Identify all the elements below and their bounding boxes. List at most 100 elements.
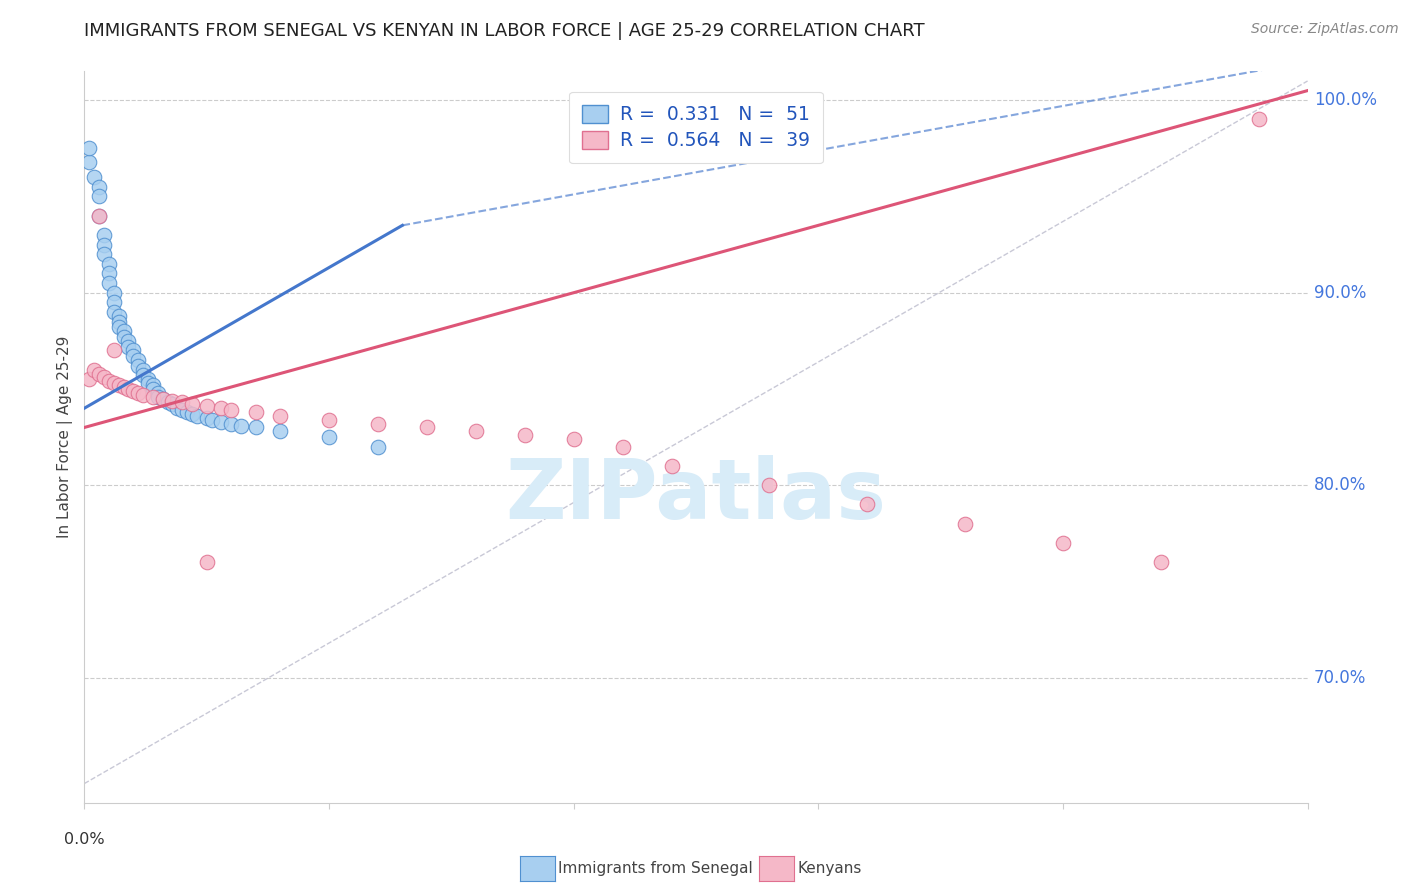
Point: [1150, 555, 1173, 569]
Point: [152, 392, 174, 406]
Point: [122, 343, 145, 358]
Point: [87, 209, 110, 223]
Point: [132, 362, 155, 376]
Point: [245, 420, 267, 434]
Point: [122, 384, 145, 398]
Point: [758, 478, 780, 492]
Point: [612, 440, 634, 454]
Text: 0.0%: 0.0%: [65, 832, 104, 847]
Point: [181, 407, 204, 421]
Point: [195, 399, 218, 413]
Point: [562, 432, 585, 446]
Point: [172, 395, 194, 409]
Point: [97, 374, 120, 388]
Point: [112, 380, 135, 394]
Point: [156, 395, 179, 409]
Point: [513, 428, 536, 442]
Point: [127, 385, 149, 400]
Point: [117, 334, 139, 348]
Text: ZIPatlas: ZIPatlas: [506, 455, 886, 536]
Point: [77, 372, 100, 386]
Point: [146, 385, 169, 400]
Point: [172, 403, 194, 417]
Point: [1052, 536, 1074, 550]
Point: [93, 237, 115, 252]
Point: [219, 403, 242, 417]
Point: [132, 388, 155, 402]
Point: [269, 425, 291, 439]
Point: [93, 370, 115, 384]
Point: [107, 315, 129, 329]
Y-axis label: In Labor Force | Age 25-29: In Labor Force | Age 25-29: [58, 336, 73, 538]
Point: [162, 397, 184, 411]
Point: [127, 353, 149, 368]
Point: [87, 367, 110, 381]
Point: [83, 170, 105, 185]
Legend: R =  0.331   N =  51, R =  0.564   N =  39: R = 0.331 N = 51, R = 0.564 N = 39: [569, 92, 823, 163]
Point: [856, 498, 879, 512]
Point: [103, 343, 125, 358]
Point: [186, 409, 208, 423]
Text: 80.0%: 80.0%: [1313, 476, 1367, 494]
Point: [318, 430, 340, 444]
Point: [93, 227, 115, 242]
Point: [112, 330, 135, 344]
Text: 90.0%: 90.0%: [1313, 284, 1367, 301]
Point: [142, 378, 165, 392]
Text: 70.0%: 70.0%: [1313, 669, 1367, 687]
Point: [107, 320, 129, 334]
Point: [152, 392, 174, 406]
Point: [127, 359, 149, 373]
Point: [117, 382, 139, 396]
Point: [269, 409, 291, 423]
Point: [136, 376, 159, 391]
Point: [146, 390, 169, 404]
Point: [229, 418, 252, 433]
Point: [209, 415, 232, 429]
Point: [181, 397, 204, 411]
Point: [142, 390, 165, 404]
Point: [103, 285, 125, 300]
Point: [107, 378, 129, 392]
Point: [77, 141, 100, 155]
Point: [219, 417, 242, 431]
Point: [195, 410, 218, 425]
Point: [142, 382, 165, 396]
Point: [87, 179, 110, 194]
Point: [77, 154, 100, 169]
Point: [97, 257, 120, 271]
Point: [209, 401, 232, 416]
Point: [107, 309, 129, 323]
Point: [245, 405, 267, 419]
Point: [122, 349, 145, 363]
Point: [464, 425, 486, 439]
Point: [367, 417, 389, 431]
Point: [83, 362, 105, 376]
Point: [97, 276, 120, 290]
Point: [103, 295, 125, 310]
Point: [136, 372, 159, 386]
Text: Source: ZipAtlas.com: Source: ZipAtlas.com: [1251, 22, 1399, 37]
Point: [97, 267, 120, 281]
Text: Immigrants from Senegal: Immigrants from Senegal: [558, 862, 754, 876]
Point: [162, 393, 184, 408]
Point: [103, 376, 125, 391]
Point: [87, 189, 110, 203]
Point: [195, 555, 218, 569]
Point: [1247, 112, 1270, 127]
Point: [200, 413, 222, 427]
Point: [103, 305, 125, 319]
Point: [132, 368, 155, 383]
Point: [661, 458, 683, 473]
Point: [367, 440, 389, 454]
Point: [166, 401, 188, 416]
Point: [87, 209, 110, 223]
Point: [176, 405, 198, 419]
Text: 100.0%: 100.0%: [1313, 91, 1376, 109]
Text: IMMIGRANTS FROM SENEGAL VS KENYAN IN LABOR FORCE | AGE 25-29 CORRELATION CHART: IMMIGRANTS FROM SENEGAL VS KENYAN IN LAB…: [84, 22, 925, 40]
Text: Kenyans: Kenyans: [797, 862, 862, 876]
Point: [318, 413, 340, 427]
Point: [953, 516, 976, 531]
Point: [117, 340, 139, 354]
Point: [416, 420, 439, 434]
